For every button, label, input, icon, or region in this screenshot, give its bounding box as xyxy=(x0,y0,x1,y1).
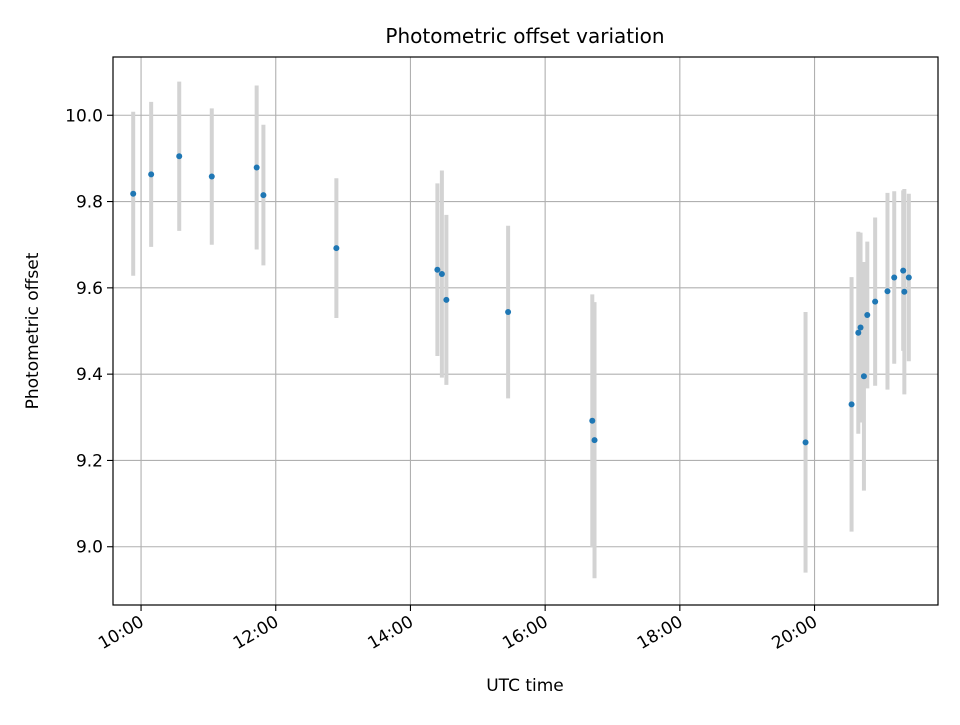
data-point xyxy=(848,401,855,408)
data-point xyxy=(333,245,340,252)
y-tick-label: 10.0 xyxy=(65,106,103,126)
data-point xyxy=(900,267,907,274)
data-point xyxy=(802,439,809,446)
plot-frame xyxy=(112,56,939,606)
x-axis-label: UTC time xyxy=(486,676,564,696)
y-tick-label: 9.8 xyxy=(76,193,103,213)
data-point xyxy=(208,173,215,180)
data-point xyxy=(148,171,155,178)
y-tick-label: 9.2 xyxy=(76,451,103,471)
grid xyxy=(113,57,938,605)
data-point xyxy=(905,274,912,281)
data-point xyxy=(872,298,879,305)
data-point xyxy=(176,153,183,160)
y-tick-label: 9.0 xyxy=(76,538,103,558)
y-axis-ticks: 9.0 9.2 9.4 9.6 9.8 10.0 xyxy=(65,106,113,558)
data-point xyxy=(443,296,450,303)
data-point xyxy=(901,288,908,295)
data-point xyxy=(857,324,864,331)
data-point xyxy=(591,437,598,444)
data-point xyxy=(864,312,871,319)
data-point xyxy=(434,266,441,273)
data-point xyxy=(130,190,137,197)
data-point xyxy=(855,329,862,336)
chart-title: Photometric offset variation xyxy=(385,24,664,48)
data-point xyxy=(860,373,867,380)
data-point xyxy=(589,417,596,424)
data-point xyxy=(253,164,260,171)
data-point xyxy=(891,274,898,281)
y-axis-label: Photometric offset xyxy=(23,252,43,409)
data-point xyxy=(884,288,891,295)
data-point xyxy=(505,309,512,316)
data-points xyxy=(130,153,912,446)
y-tick-label: 9.4 xyxy=(76,365,103,385)
plot-area xyxy=(113,57,938,605)
data-point xyxy=(438,271,445,278)
y-tick-label: 9.6 xyxy=(76,279,103,299)
data-point xyxy=(260,192,267,199)
